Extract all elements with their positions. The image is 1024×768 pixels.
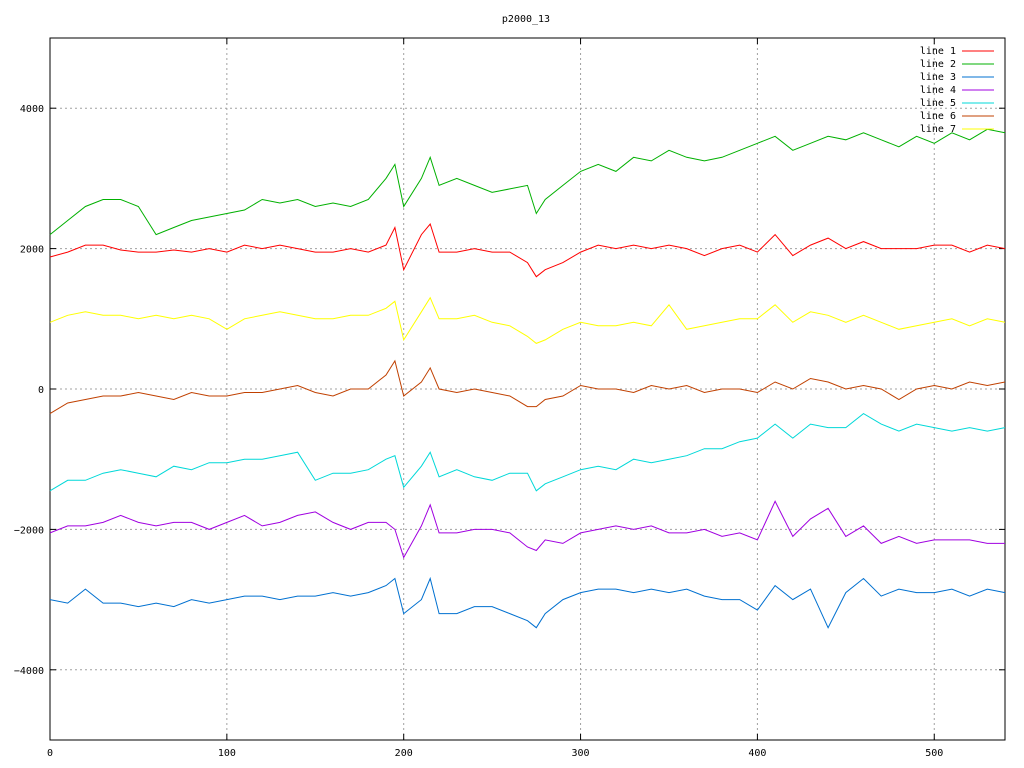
series-line-7 [49,296,1006,344]
series-lines [49,128,1006,629]
x-tick-label: 300 [572,748,590,759]
x-tick-label: 100 [218,748,236,759]
y-tick-label: 2000 [20,245,44,256]
y-tick-label: 0 [38,385,44,396]
x-tick-label: 500 [925,748,943,759]
x-tick-label: 200 [395,748,413,759]
legend-label: line 3 [920,72,956,83]
legend-label: line 4 [920,85,956,96]
series-line-3 [49,576,1006,629]
legend-label: line 1 [920,46,956,57]
legend-label: line 6 [920,111,956,122]
series-line-5 [49,412,1006,492]
legend: line 1 line 2 line 3 line 4 line 5 line 6 line… [920,46,994,135]
legend-label: line 2 [920,59,956,70]
series-line-6 [49,359,1006,415]
series-line-1 [49,222,1006,278]
legend-label: line 5 [920,98,956,109]
series-line-4 [49,500,1005,559]
series-line-2 [49,128,1006,236]
axes: 0 100 200 300 400 500 −4000 −2000 0 2000 4000 [14,37,1006,759]
x-tick-label: 0 [47,748,53,759]
y-tick-label: −4000 [14,666,44,677]
chart-title: p2000_13 [502,14,550,25]
x-tick-label: 400 [748,748,766,759]
plot-border [49,37,1006,741]
y-tick-label: −2000 [14,525,44,536]
legend-label: line 7 [920,124,956,135]
y-tick-label: 4000 [20,104,44,115]
